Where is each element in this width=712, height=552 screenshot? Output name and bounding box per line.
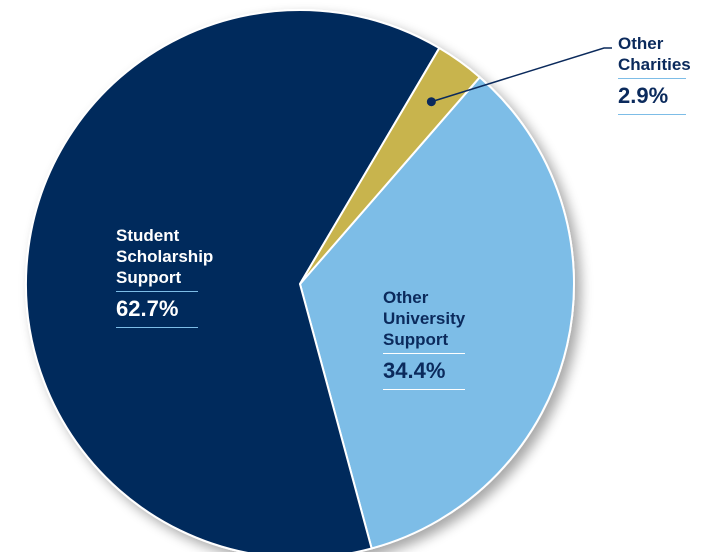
- pie-slice-student-scholarship-support: [25, 9, 441, 552]
- slice-label-student-scholarship-support: Student Scholarship Support 62.7%: [116, 225, 236, 328]
- slice-name-line: Student: [116, 226, 180, 245]
- slice-name-line: Other: [618, 34, 664, 53]
- callout-leader-dot: [426, 97, 436, 107]
- slice-name-line: Scholarship: [116, 247, 214, 266]
- label-underline: [618, 114, 686, 115]
- slice-value-label: 34.4%: [383, 358, 446, 383]
- slice-label-other-charities: Other Charities 2.9%: [618, 33, 708, 115]
- slice-value-label: 62.7%: [116, 296, 179, 321]
- label-divider: [116, 291, 198, 292]
- label-underline: [116, 327, 198, 328]
- label-underline: [383, 389, 465, 390]
- slice-label-other-university-support: Other University Support 34.4%: [383, 287, 483, 390]
- pie-slice-other-charities: [299, 47, 481, 285]
- label-divider: [618, 78, 686, 79]
- slice-value-label: 2.9%: [618, 83, 669, 108]
- pie-slice-other-university-support: [299, 76, 575, 550]
- slice-name-line: Other: [383, 288, 429, 307]
- label-divider: [383, 353, 465, 354]
- slice-name-line: Charities: [618, 55, 691, 74]
- slice-name-line: Support: [383, 330, 449, 349]
- slice-name-line: University: [383, 309, 466, 328]
- callout-leader-line: [431, 47, 612, 103]
- slice-name-line: Support: [116, 268, 182, 287]
